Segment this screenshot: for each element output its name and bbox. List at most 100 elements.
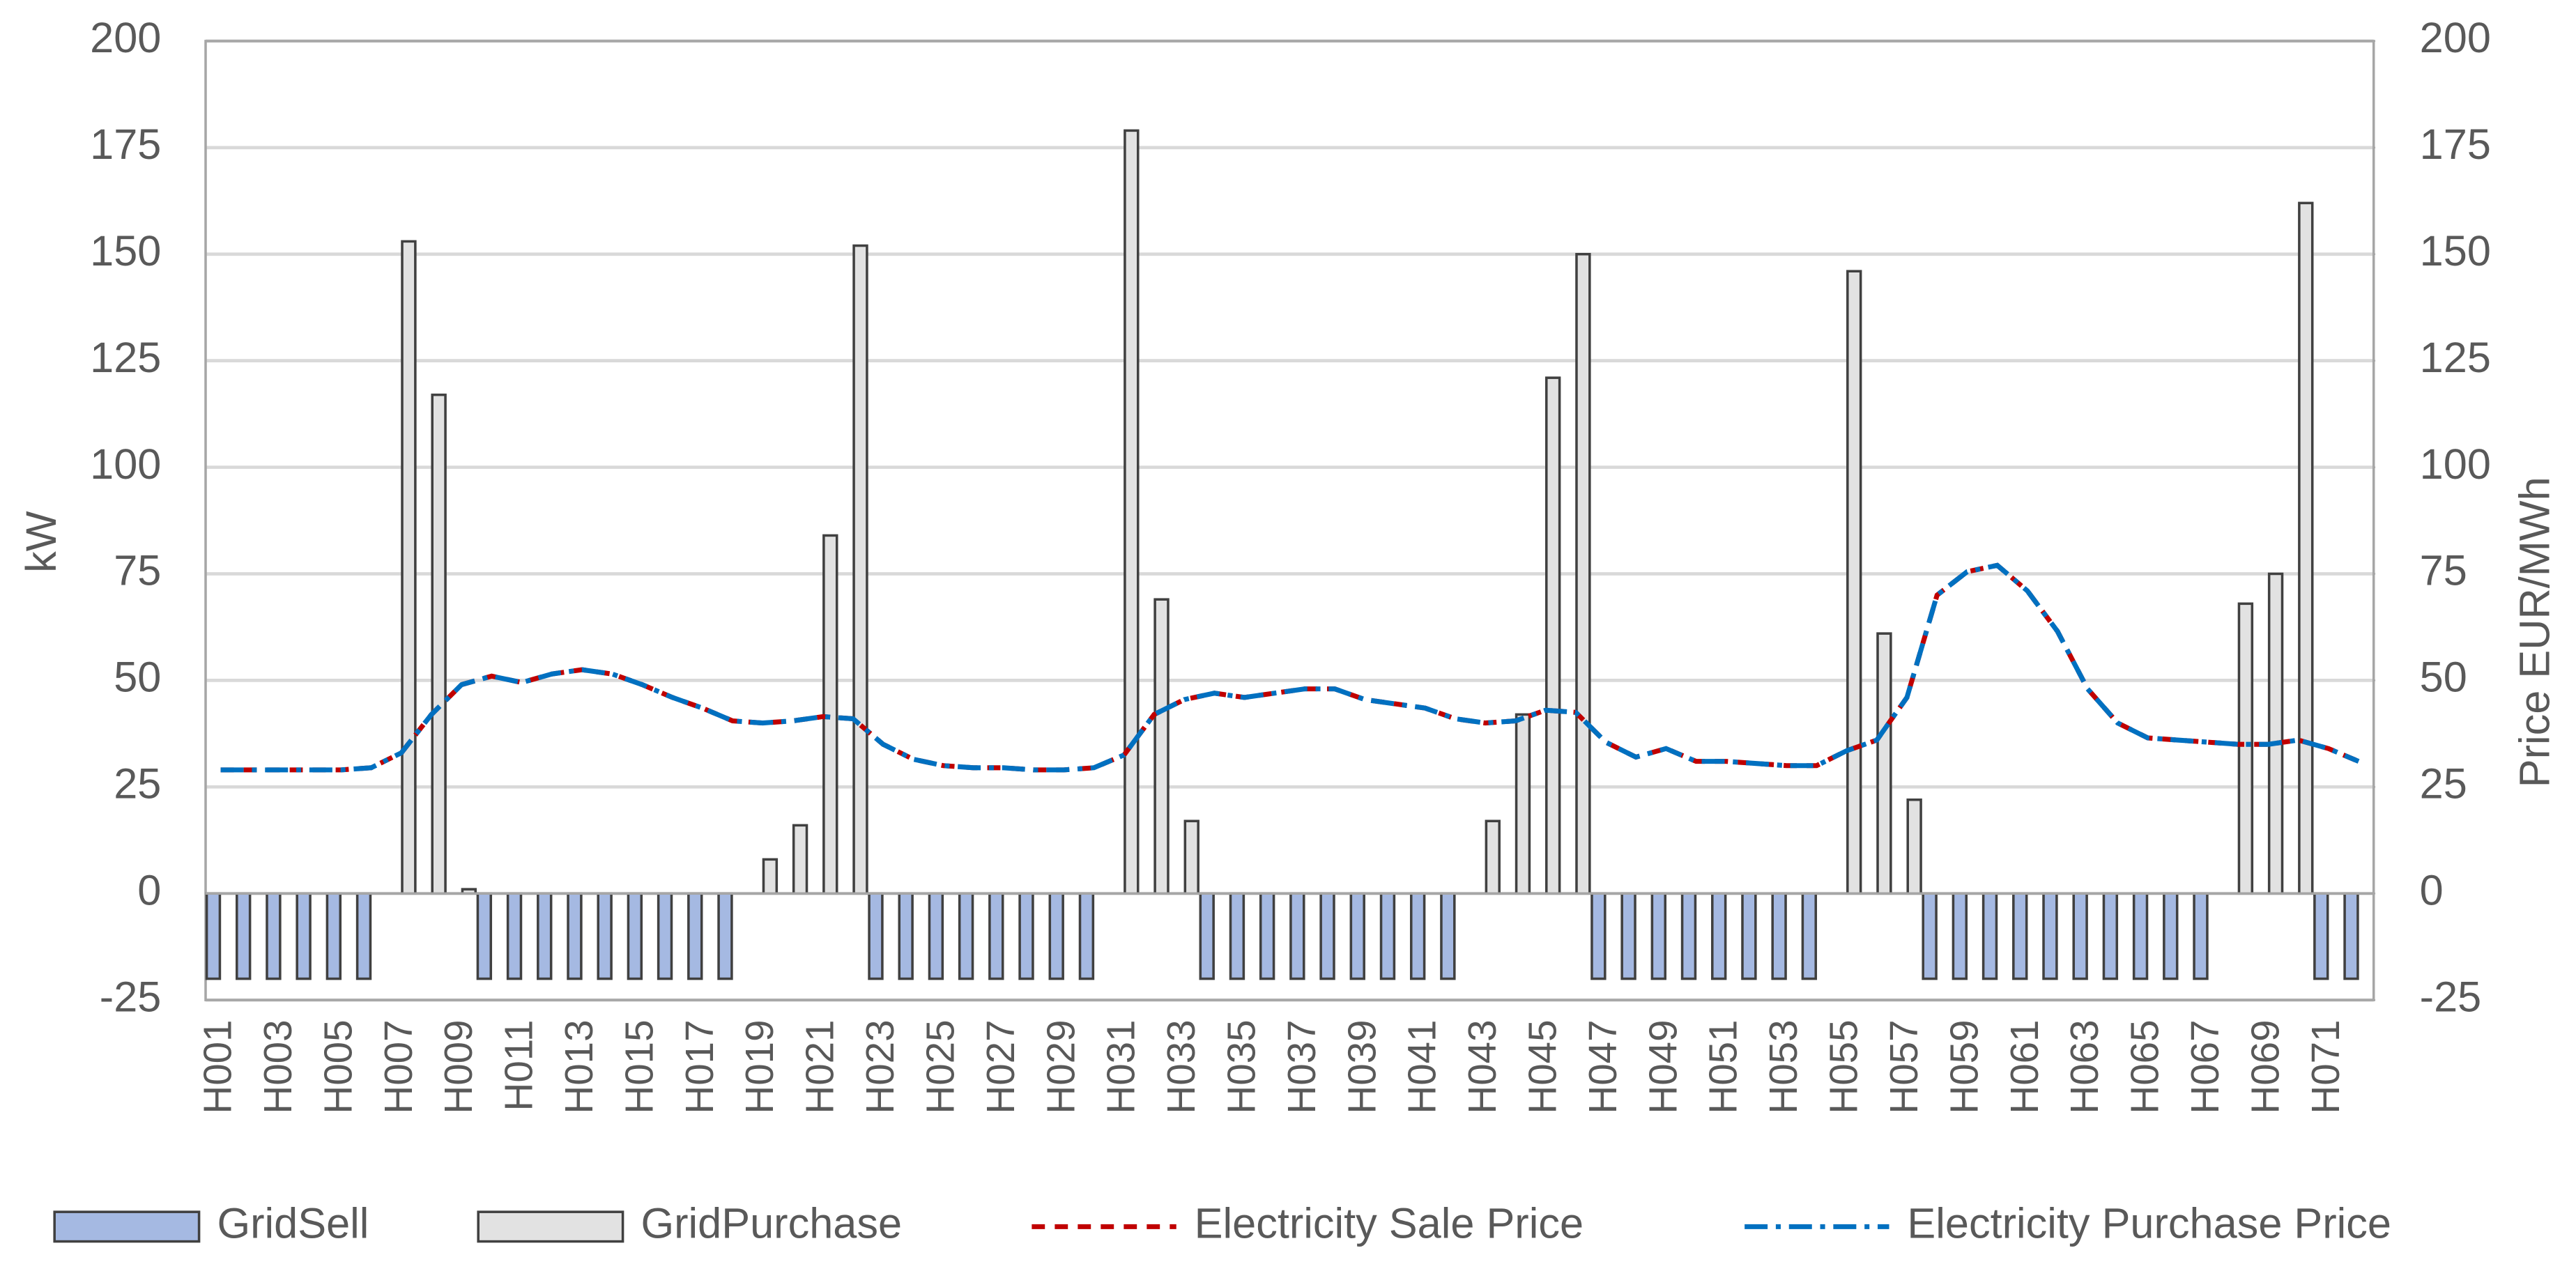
bar <box>1319 892 1335 980</box>
legend-swatch <box>477 1210 624 1243</box>
bar <box>401 240 417 895</box>
x-tick-label: H041 <box>1400 1019 1444 1114</box>
x-tick-label: H057 <box>1882 1019 1926 1114</box>
bar <box>1289 892 1305 980</box>
y-tick-label: 175 <box>90 121 161 168</box>
bar <box>1711 892 1727 980</box>
legend-label: GridPurchase <box>641 1200 903 1247</box>
bar <box>537 892 553 980</box>
bar <box>627 892 643 980</box>
y2-tick-label: 175 <box>2420 121 2491 168</box>
x-tick-label: H063 <box>2062 1019 2106 1114</box>
legend-swatch <box>53 1210 201 1243</box>
x-tick-label: H037 <box>1280 1019 1324 1114</box>
x-tick-label: H023 <box>858 1019 902 1114</box>
y-tick-label: 0 <box>137 866 161 914</box>
x-tick-label: H021 <box>798 1019 842 1114</box>
bar <box>1545 376 1561 895</box>
bar <box>1680 892 1697 980</box>
x-tick-label: H013 <box>557 1019 601 1114</box>
bar <box>1440 892 1456 980</box>
bar <box>2237 602 2254 895</box>
bar <box>1183 819 1199 895</box>
x-tick-label: H051 <box>1701 1019 1745 1114</box>
bar <box>1922 892 1938 980</box>
y2-tick-label: 150 <box>2420 227 2491 275</box>
x-tick-label: H011 <box>497 1019 541 1111</box>
bar <box>1620 892 1636 980</box>
bar <box>506 892 523 980</box>
bar <box>236 892 252 980</box>
y2-tick-label: 50 <box>2420 654 2467 701</box>
x-tick-label: H053 <box>1761 1019 1805 1114</box>
y-tick-label: 200 <box>90 14 161 61</box>
bar <box>1741 892 1757 980</box>
bar <box>1485 819 1501 895</box>
bar <box>852 244 868 895</box>
bar <box>1124 129 1140 895</box>
x-tick-label: H003 <box>256 1019 300 1114</box>
x-tick-label: H031 <box>1099 1019 1143 1114</box>
bar <box>2042 892 2058 980</box>
bar <box>1876 632 1892 895</box>
bar <box>2298 201 2314 895</box>
bar <box>1771 892 1787 980</box>
bar <box>1018 892 1034 980</box>
x-tick-label: H007 <box>376 1019 420 1114</box>
bar <box>1259 892 1275 980</box>
x-tick-label: H017 <box>677 1019 721 1114</box>
bar <box>266 892 282 980</box>
x-tick-label: H049 <box>1641 1019 1685 1114</box>
bar <box>2072 892 2088 980</box>
line <box>220 562 2360 773</box>
y-axis-label: kW <box>17 511 65 573</box>
bar <box>1199 892 1215 980</box>
x-tick-label: H043 <box>1460 1019 1504 1114</box>
x-tick-label: H035 <box>1219 1019 1263 1114</box>
bar <box>898 892 914 980</box>
bar <box>567 892 583 980</box>
x-tick-label: H019 <box>737 1019 781 1114</box>
y-tick-label: -25 <box>100 973 162 1020</box>
x-tick-label: H033 <box>1159 1019 1203 1114</box>
bar <box>325 892 342 980</box>
bar <box>1575 252 1591 895</box>
bar <box>717 892 733 980</box>
bar <box>868 892 884 980</box>
y-tick-label: 25 <box>114 760 161 808</box>
bar <box>1801 892 1818 980</box>
bar <box>687 892 703 980</box>
y-tick-label: 75 <box>114 547 161 594</box>
x-tick-label: H071 <box>2303 1019 2347 1114</box>
x-tick-label: H055 <box>1822 1019 1866 1114</box>
legend-label: GridSell <box>217 1200 369 1247</box>
y2-tick-label: -25 <box>2420 973 2482 1020</box>
y-tick-label: 50 <box>114 654 161 701</box>
x-tick-label: H029 <box>1038 1019 1082 1114</box>
bar <box>2012 892 2028 980</box>
bar <box>2102 892 2119 980</box>
y2-tick-label: 100 <box>2420 440 2491 488</box>
x-tick-label: H025 <box>918 1019 962 1114</box>
bar <box>1981 892 1998 980</box>
bar <box>597 892 613 980</box>
bar <box>988 892 1004 980</box>
bar <box>2163 892 2179 980</box>
bar <box>2193 892 2209 980</box>
bar <box>1379 892 1396 980</box>
bar <box>958 892 974 980</box>
x-tick-label: H047 <box>1581 1019 1625 1114</box>
bar <box>792 824 808 895</box>
bar <box>657 892 673 980</box>
y2-tick-label: 75 <box>2420 547 2467 594</box>
y-tick-label: 125 <box>90 334 161 381</box>
bar <box>1409 892 1426 980</box>
bar <box>1590 892 1607 980</box>
x-tick-label: H009 <box>436 1019 480 1114</box>
y2-axis-label: Price EUR/MWh <box>2511 477 2559 787</box>
x-tick-label: H067 <box>2183 1019 2227 1114</box>
x-tick-label: H027 <box>979 1019 1022 1114</box>
bar <box>1515 713 1531 895</box>
